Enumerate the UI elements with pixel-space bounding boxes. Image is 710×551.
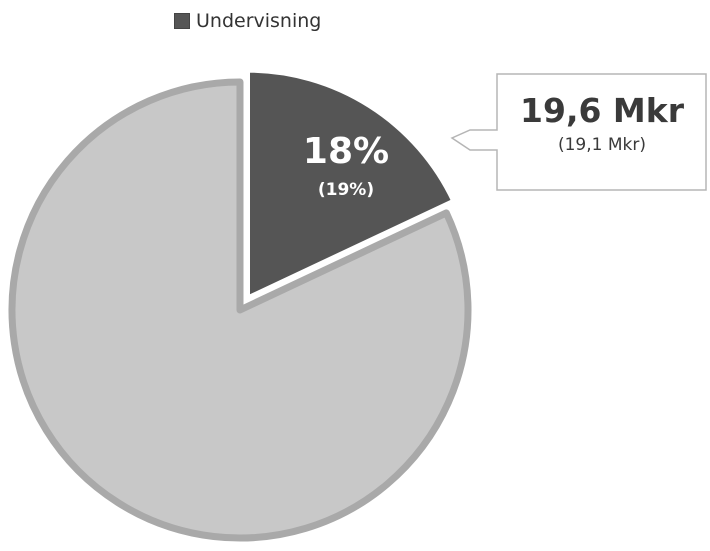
pie-slices <box>8 67 472 542</box>
legend-swatch-undervisning <box>174 13 190 29</box>
legend-label-undervisning: Undervisning <box>196 10 322 32</box>
slice-percent-label: 18% <box>303 131 389 172</box>
pie-slice-remainder <box>8 78 472 542</box>
slice-previous-percent-label: (19%) <box>318 180 374 200</box>
callout-box <box>450 73 707 191</box>
callout-value: 19,6 Mkr <box>520 91 685 130</box>
pie-slice-undervisning <box>245 67 457 301</box>
callout-previous-value: (19,1 Mkr) <box>558 135 646 155</box>
callout: 19,6 Mkr (19,1 Mkr) <box>450 73 707 191</box>
chart-legend: Undervisning <box>174 10 321 32</box>
